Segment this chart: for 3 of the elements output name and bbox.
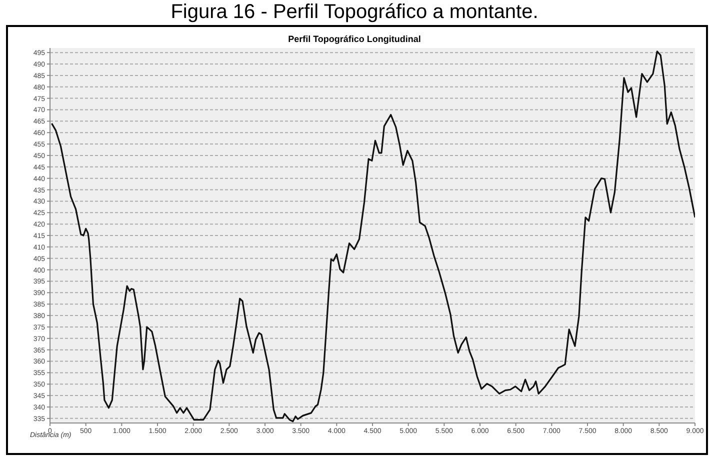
line-series (50, 50, 695, 422)
chart-title: Perfil Topográfico Longitudinal (287, 34, 422, 44)
text: Figura 16 - Perfil Topográfico a montante. (170, 0, 540, 24)
